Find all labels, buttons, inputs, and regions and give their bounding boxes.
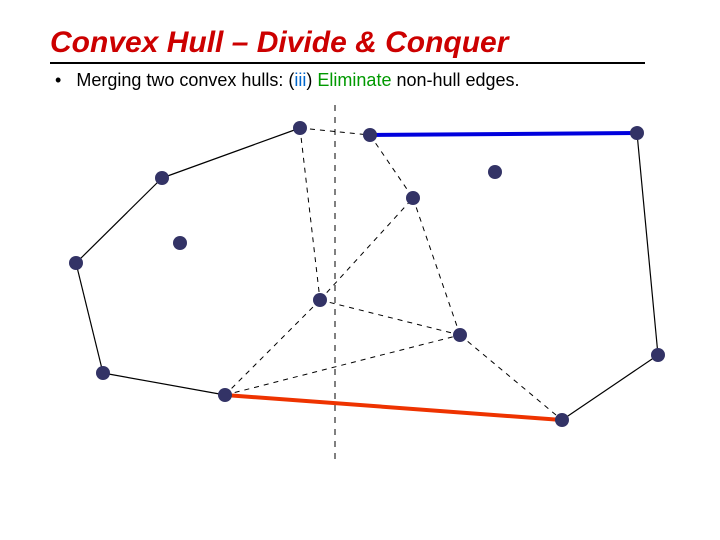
- edge: [225, 300, 320, 395]
- edge: [370, 133, 637, 135]
- point-R0: [363, 128, 377, 142]
- point-R6: [651, 348, 665, 362]
- point-R1: [406, 191, 420, 205]
- point-R5: [630, 126, 644, 140]
- edge: [300, 128, 320, 300]
- edge: [103, 373, 225, 395]
- edge: [162, 128, 300, 178]
- edge: [637, 133, 658, 355]
- point-L1: [96, 366, 110, 380]
- point-L4: [293, 121, 307, 135]
- edge: [460, 335, 562, 420]
- edge: [413, 198, 460, 335]
- edge: [76, 178, 162, 263]
- edge: [320, 198, 413, 300]
- edge: [225, 395, 562, 420]
- point-L2: [155, 171, 169, 185]
- edge: [320, 300, 460, 335]
- edge: [562, 355, 658, 420]
- point-L3: [218, 388, 232, 402]
- point-R4: [555, 413, 569, 427]
- edge: [370, 135, 413, 198]
- point-L0: [69, 256, 83, 270]
- edge: [76, 263, 103, 373]
- point-L6: [173, 236, 187, 250]
- point-R3: [488, 165, 502, 179]
- edge: [225, 335, 460, 395]
- point-R2: [453, 328, 467, 342]
- convex-hull-diagram: [0, 0, 720, 540]
- point-L5: [313, 293, 327, 307]
